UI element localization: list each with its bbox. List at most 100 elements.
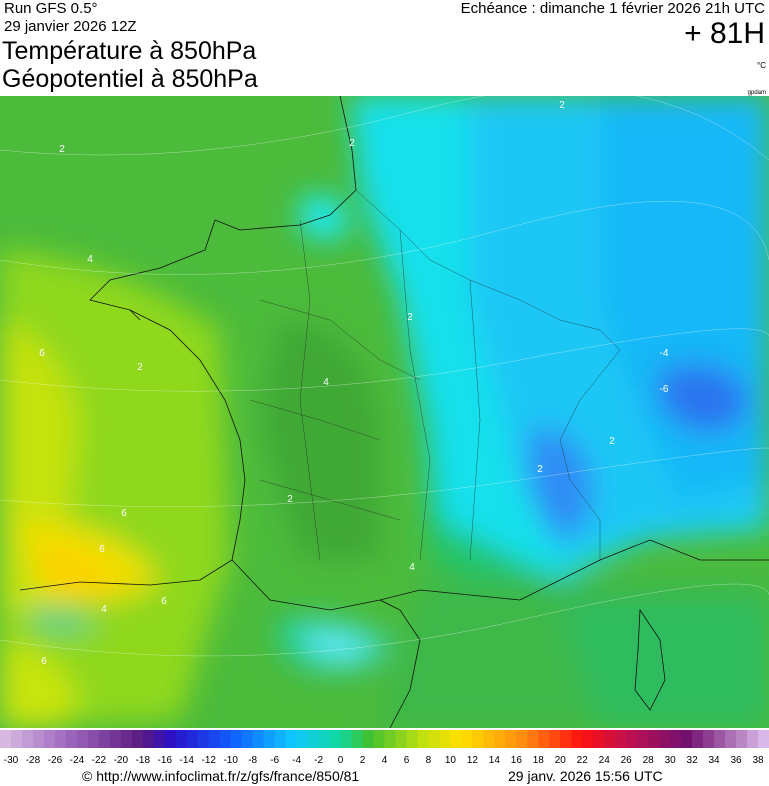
color-cell	[571, 730, 583, 748]
contour-label: 4	[101, 604, 107, 615]
color-cell	[593, 730, 605, 748]
color-cell	[670, 730, 682, 748]
color-cell	[153, 730, 166, 748]
scale-label: -24	[70, 755, 85, 766]
color-cell	[626, 730, 638, 748]
color-cell	[10, 730, 23, 748]
color-cell	[659, 730, 671, 748]
color-cell	[406, 730, 418, 748]
unit-label: °C	[757, 61, 766, 70]
run-label: Run GFS 0.5°	[4, 0, 98, 17]
contour-label: 2	[609, 436, 615, 447]
color-cell	[758, 730, 769, 748]
color-cell	[65, 730, 78, 748]
color-cell	[483, 730, 495, 748]
color-cell	[692, 730, 704, 748]
color-cell	[703, 730, 715, 748]
scale-label: 24	[599, 755, 611, 766]
color-cell	[241, 730, 254, 748]
credit-small: gpdam	[748, 90, 766, 96]
color-cell	[362, 730, 375, 748]
scale-label: -22	[92, 755, 107, 766]
color-cell	[527, 730, 539, 748]
color-cell	[549, 730, 561, 748]
color-cell	[560, 730, 572, 748]
contour-label: 2	[349, 138, 355, 149]
scale-label: 6	[404, 755, 410, 766]
color-cell	[208, 730, 221, 748]
timestamp: 29 janv. 2026 15:56 UTC	[508, 768, 663, 784]
color-cell	[373, 730, 385, 748]
scale-label: 38	[752, 755, 764, 766]
color-cell	[32, 730, 45, 748]
color-cell	[681, 730, 693, 748]
contour-label: 6	[121, 508, 127, 519]
color-cell	[219, 730, 232, 748]
color-cell	[98, 730, 111, 748]
color-cell	[120, 730, 133, 748]
color-cell	[230, 730, 243, 748]
contour-label: 6	[41, 656, 47, 667]
color-cell	[417, 730, 429, 748]
color-cell	[0, 730, 12, 748]
valid-time: Echéance : dimanche 1 février 2026 21h U…	[461, 0, 766, 17]
color-cell	[615, 730, 627, 748]
scale-label: -20	[114, 755, 129, 766]
color-cell	[472, 730, 484, 748]
color-cell	[87, 730, 100, 748]
contour-label: 6	[39, 348, 45, 359]
scale-label: 8	[426, 755, 432, 766]
color-cell	[516, 730, 528, 748]
scale-label: 0	[338, 755, 344, 766]
color-cell	[274, 730, 287, 748]
scale-label: 20	[555, 755, 567, 766]
scale-label: -26	[48, 755, 63, 766]
title-temperature: Température à 850hPa	[2, 37, 256, 65]
contour-label: 2	[407, 312, 413, 323]
scale-label: 22	[577, 755, 589, 766]
scale-label: -16	[158, 755, 173, 766]
scale-label: 30	[665, 755, 677, 766]
color-cell	[428, 730, 440, 748]
contour-label: 4	[323, 377, 329, 388]
map: 2 2 4 6 2 4 2 6 6 4 6 2 -4 -6 2 2 4 2 6	[0, 96, 769, 728]
scale-label: 26	[621, 755, 633, 766]
color-cell	[494, 730, 506, 748]
contour-label: 2	[287, 494, 293, 505]
scale-label: 10	[445, 755, 457, 766]
color-cell	[329, 730, 342, 748]
color-cell	[637, 730, 649, 748]
scale-label: 32	[687, 755, 699, 766]
scale-label: -8	[248, 755, 257, 766]
scale-label: -28	[26, 755, 41, 766]
color-cell	[175, 730, 188, 748]
contour-label: -4	[660, 348, 669, 359]
color-cell	[351, 730, 364, 748]
source-url: © http://www.infoclimat.fr/z/gfs/france/…	[82, 768, 359, 784]
color-cell	[186, 730, 199, 748]
scale-label: 28	[643, 755, 655, 766]
color-cell	[43, 730, 56, 748]
color-cell	[604, 730, 616, 748]
color-cell	[285, 730, 298, 748]
color-cell	[538, 730, 550, 748]
color-cell	[395, 730, 407, 748]
scale-label: -2	[314, 755, 323, 766]
geopotential-contours	[0, 96, 769, 657]
color-cell	[714, 730, 726, 748]
color-cell	[384, 730, 396, 748]
color-cell	[747, 730, 759, 748]
color-cell	[736, 730, 748, 748]
contour-label: 2	[137, 362, 143, 373]
scale-label: -14	[180, 755, 195, 766]
color-cell	[307, 730, 320, 748]
temperature-field	[0, 96, 769, 728]
color-cell	[648, 730, 660, 748]
scale-label: 34	[709, 755, 721, 766]
color-cell	[164, 730, 177, 748]
contour-label: 6	[161, 596, 167, 607]
color-cell	[197, 730, 210, 748]
contour-label: 6	[99, 544, 105, 555]
color-cell	[54, 730, 67, 748]
contour-label: 4	[409, 562, 415, 573]
